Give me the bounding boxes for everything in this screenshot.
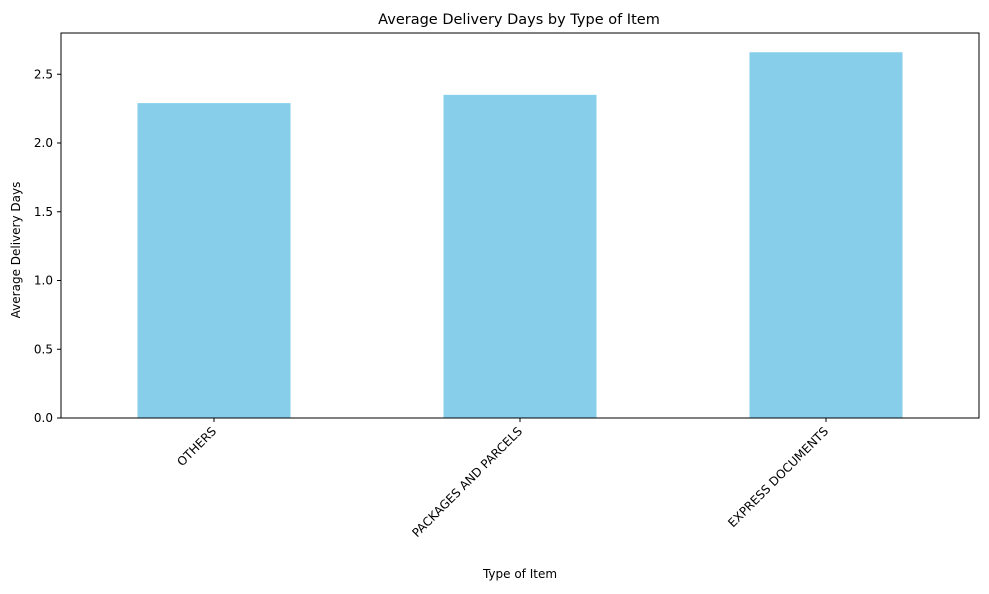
x-tick-label: EXPRESS DOCUMENTS bbox=[725, 424, 831, 530]
y-axis-label: Average Delivery Days bbox=[9, 182, 23, 319]
x-axis-label: Type of Item bbox=[482, 567, 557, 581]
x-tick-label: PACKAGES AND PARCELS bbox=[409, 424, 525, 540]
x-tick-label: OTHERS bbox=[174, 424, 219, 469]
y-tick-label: 2.0 bbox=[34, 136, 53, 150]
chart-title: Average Delivery Days by Type of Item bbox=[378, 12, 660, 28]
bar bbox=[137, 103, 291, 419]
plot-area bbox=[60, 32, 980, 419]
bar bbox=[443, 94, 597, 419]
y-tick-label: 1.0 bbox=[34, 274, 53, 288]
y-tick-label: 0.0 bbox=[34, 411, 53, 425]
y-axis: 0.0 0.5 1.0 1.5 2.0 2.5 bbox=[34, 67, 61, 425]
bar bbox=[749, 52, 903, 418]
y-tick-label: 2.5 bbox=[34, 67, 53, 81]
x-axis: OTHERS PACKAGES AND PARCELS EXPRESS DOCUME… bbox=[174, 418, 831, 540]
y-tick-label: 1.5 bbox=[34, 205, 53, 219]
y-tick-label: 0.5 bbox=[34, 342, 53, 356]
